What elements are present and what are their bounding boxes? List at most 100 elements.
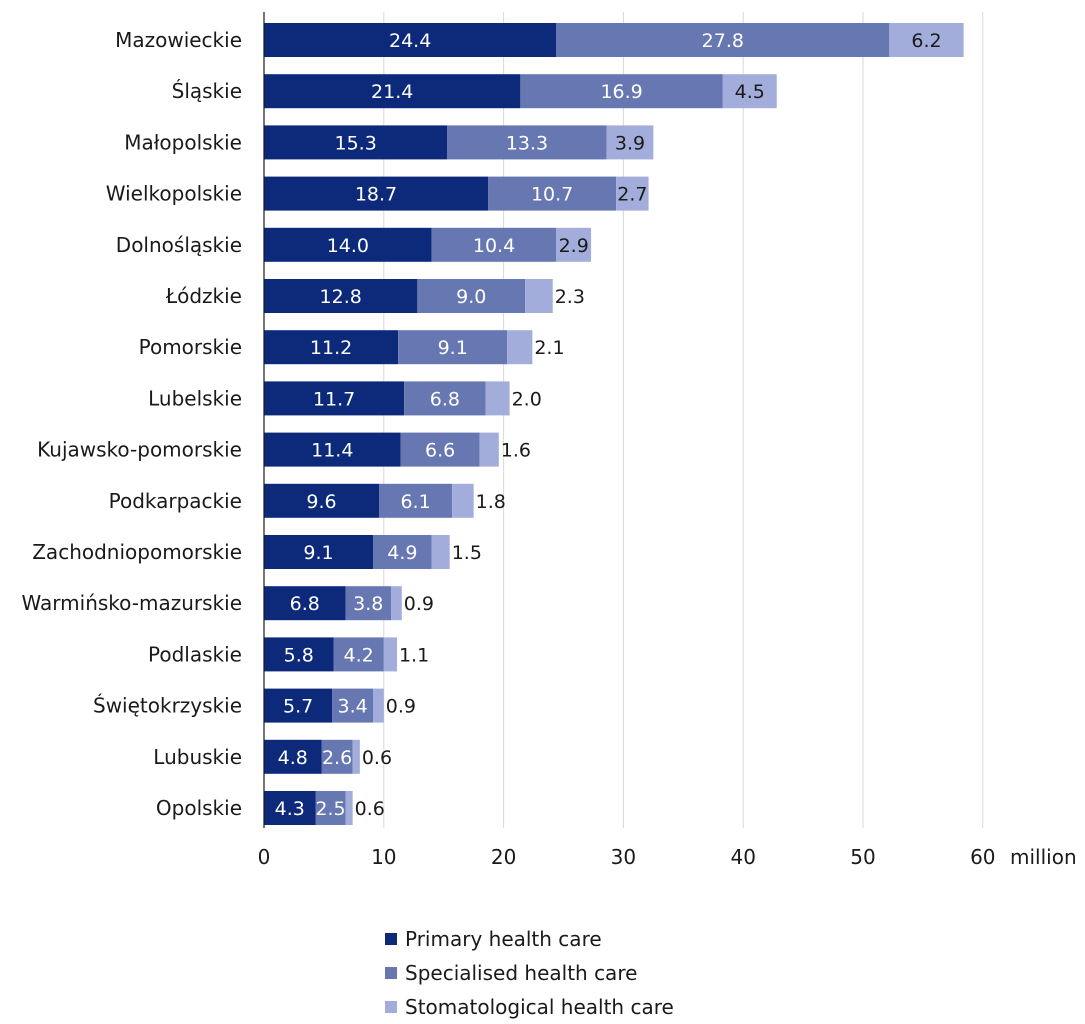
legend: Primary health care Specialised health c… xyxy=(385,922,674,1024)
x-tick-label: 10 xyxy=(371,845,396,869)
bar-segment xyxy=(431,227,557,262)
category-label: Wielkopolskie xyxy=(106,182,242,206)
bar-segment xyxy=(345,586,391,621)
bar-segment xyxy=(264,227,432,262)
bar-segment xyxy=(373,688,384,723)
bar-segment xyxy=(264,688,333,723)
x-tick-label: 60 xyxy=(970,845,995,869)
data-label: 2.6 xyxy=(322,747,352,769)
data-label: 4.3 xyxy=(275,798,305,820)
bar-segment xyxy=(373,535,432,569)
data-label: 0.6 xyxy=(362,747,392,769)
data-label: 5.8 xyxy=(284,644,314,666)
bar-segment xyxy=(321,739,353,774)
bar-segment xyxy=(722,74,777,109)
legend-item-stomatological: Stomatological health care xyxy=(385,990,674,1024)
legend-swatch-specialised xyxy=(385,967,397,979)
data-label: 24.4 xyxy=(389,30,431,52)
data-label: 11.4 xyxy=(311,440,353,462)
data-label: 4.5 xyxy=(735,81,765,103)
bar-segment xyxy=(332,688,374,723)
data-label: 15.3 xyxy=(334,132,376,154)
data-label: 9.6 xyxy=(306,491,336,513)
data-label: 13.3 xyxy=(506,132,548,154)
category-label: Lubuskie xyxy=(153,745,242,769)
bar-segment xyxy=(264,535,374,569)
bar-segment xyxy=(556,23,890,57)
data-label: 9.1 xyxy=(438,337,468,359)
bar-segment xyxy=(606,125,654,160)
data-label: 11.2 xyxy=(310,337,352,359)
bar-segment xyxy=(398,330,508,365)
data-label: 2.5 xyxy=(315,798,345,820)
data-label: 21.4 xyxy=(371,81,413,103)
data-label: 1.6 xyxy=(501,440,531,462)
data-label: 6.1 xyxy=(400,491,430,513)
category-label: Mazowieckie xyxy=(115,28,242,52)
bar-segment xyxy=(345,791,353,825)
data-label: 3.4 xyxy=(338,696,368,718)
category-label: Warmińsko-mazurskie xyxy=(22,591,242,615)
category-label: Lubelskie xyxy=(148,386,242,410)
data-label: 0.6 xyxy=(355,798,385,820)
data-label: 6.6 xyxy=(425,440,455,462)
legend-swatch-primary xyxy=(385,933,397,945)
bar-segment xyxy=(488,176,617,211)
bar-segment xyxy=(264,637,334,672)
bar-segment xyxy=(264,432,401,467)
category-label: Kujawsko-pomorskie xyxy=(37,438,242,462)
bar-segment xyxy=(447,125,607,160)
data-label: 2.9 xyxy=(559,235,589,257)
bar-segment xyxy=(404,381,486,416)
bar-segment xyxy=(264,330,399,365)
bar-segment xyxy=(431,535,450,569)
data-label: 14.0 xyxy=(327,235,369,257)
bar-segment xyxy=(452,483,474,518)
category-label: Podlaskie xyxy=(148,642,242,666)
legend-label-primary: Primary health care xyxy=(405,927,602,951)
x-tick-label: 0 xyxy=(258,845,271,869)
data-label: 6.8 xyxy=(290,593,320,615)
legend-item-primary: Primary health care xyxy=(385,922,674,956)
data-label: 1.5 xyxy=(452,542,482,564)
data-label: 2.3 xyxy=(555,286,585,308)
x-axis-unit-label: million xyxy=(1010,845,1077,869)
bar-segment xyxy=(264,23,557,57)
data-label: 1.1 xyxy=(399,644,429,666)
bar-segment xyxy=(264,279,418,313)
bar-segment xyxy=(390,586,402,621)
data-label: 4.9 xyxy=(387,542,417,564)
bar-segment xyxy=(264,586,346,621)
bar-segment xyxy=(264,74,521,109)
category-label: Dolnośląskie xyxy=(116,233,242,257)
data-label: 4.8 xyxy=(278,747,308,769)
bar-segment xyxy=(264,381,405,416)
stacked-bar-chart: Mazowieckie 24.4 27.8 6.2 Śląskie 21.4 16.9 4.5… xyxy=(22,12,1077,869)
data-label: 10.4 xyxy=(473,235,515,257)
bar-segment xyxy=(379,483,453,518)
data-label: 27.8 xyxy=(702,30,744,52)
data-label: 0.9 xyxy=(404,593,434,615)
bar-segment xyxy=(264,125,448,160)
bar-segment xyxy=(315,791,346,825)
data-label: 0.9 xyxy=(386,696,416,718)
data-label: 3.9 xyxy=(615,132,645,154)
category-label: Świętokrzyskie xyxy=(93,694,242,718)
x-tick-label: 30 xyxy=(611,845,636,869)
bar-segment xyxy=(616,176,649,211)
data-label: 2.7 xyxy=(617,184,647,206)
legend-swatch-stomatological xyxy=(385,1001,397,1013)
bar-segment xyxy=(264,739,322,774)
data-label: 16.9 xyxy=(600,81,642,103)
bar-segment xyxy=(556,227,592,262)
bar-segment xyxy=(264,483,380,518)
data-label: 3.8 xyxy=(353,593,383,615)
category-label: Śląskie xyxy=(172,79,242,103)
data-label: 2.1 xyxy=(534,337,564,359)
data-label: 6.8 xyxy=(430,388,460,410)
data-label: 4.2 xyxy=(344,644,374,666)
legend-item-specialised: Specialised health care xyxy=(385,956,674,990)
bar-segment xyxy=(264,176,489,211)
category-label: Opolskie xyxy=(156,796,242,820)
bar-segment xyxy=(383,637,397,672)
